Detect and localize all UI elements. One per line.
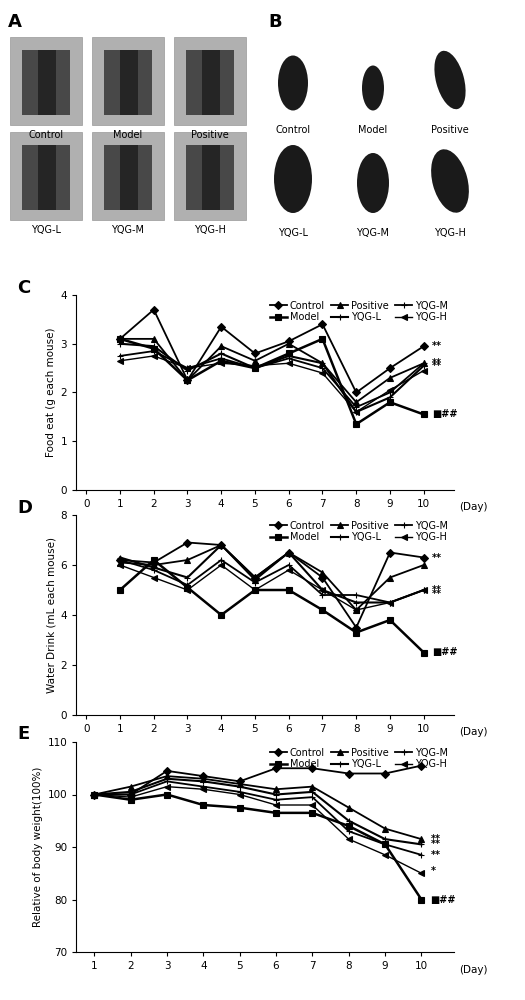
Text: Model: Model [113, 130, 143, 140]
Text: **: ** [432, 589, 442, 599]
Ellipse shape [357, 153, 389, 213]
Text: **: ** [432, 585, 442, 595]
Text: **: ** [432, 552, 442, 562]
Bar [120, 145, 138, 210]
Legend: Control, Model, Positive, YQG-L, YQG-M, YQG-H: Control, Model, Positive, YQG-L, YQG-M, … [268, 300, 449, 323]
Text: YQG-H: YQG-H [194, 225, 226, 235]
Text: (Day): (Day) [459, 502, 488, 512]
Y-axis label: Relative of body weight(100%): Relative of body weight(100%) [33, 767, 43, 927]
Text: **: ** [432, 341, 442, 351]
Bar [104, 145, 152, 210]
Bar [10, 37, 82, 125]
Text: (Day): (Day) [459, 965, 488, 975]
Text: YQG-M: YQG-M [356, 228, 390, 238]
Legend: Control, Model, Positive, YQG-L, YQG-M, YQG-H: Control, Model, Positive, YQG-L, YQG-M, … [268, 520, 449, 543]
Bar [38, 145, 56, 210]
Ellipse shape [362, 66, 384, 110]
Text: ■##: ■## [432, 409, 458, 419]
Text: *: * [430, 866, 436, 876]
Bar [10, 132, 82, 220]
Bar [202, 50, 220, 115]
Text: YQG-M: YQG-M [111, 225, 144, 235]
Ellipse shape [431, 149, 469, 213]
Text: B: B [268, 13, 281, 31]
Bar [202, 145, 220, 210]
Text: ■##: ■## [430, 894, 456, 904]
Text: ■##: ■## [432, 648, 458, 658]
Bar [120, 50, 138, 115]
Text: **: ** [430, 839, 440, 849]
Bar [186, 145, 234, 210]
Y-axis label: Water Drink (mL each mouse): Water Drink (mL each mouse) [46, 537, 56, 693]
Text: **: ** [430, 834, 440, 844]
Text: Model: Model [359, 125, 387, 135]
Ellipse shape [434, 51, 466, 109]
Ellipse shape [278, 55, 308, 110]
Text: A: A [8, 13, 22, 31]
Legend: Control, Model, Positive, YQG-L, YQG-M, YQG-H: Control, Model, Positive, YQG-L, YQG-M, … [268, 747, 449, 770]
Bar [22, 145, 70, 210]
Text: **: ** [430, 850, 440, 860]
Text: YQG-H: YQG-H [434, 228, 466, 238]
Bar [92, 132, 164, 220]
Text: Control: Control [28, 130, 64, 140]
Bar [186, 50, 234, 115]
Text: (Day): (Day) [459, 727, 488, 737]
Text: YQG-L: YQG-L [31, 225, 61, 235]
Text: YQG-L: YQG-L [278, 228, 308, 238]
Bar [38, 50, 56, 115]
Text: C: C [17, 279, 31, 297]
Text: Control: Control [276, 125, 311, 135]
Bar [174, 132, 246, 220]
Bar [174, 37, 246, 125]
Text: D: D [17, 499, 33, 517]
Text: E: E [17, 725, 30, 743]
Bar [22, 50, 70, 115]
Bar [104, 50, 152, 115]
Text: Positive: Positive [191, 130, 229, 140]
Bar [92, 37, 164, 125]
Y-axis label: Food eat (g each mouse): Food eat (g each mouse) [46, 328, 56, 457]
Ellipse shape [274, 145, 312, 213]
Text: **: ** [432, 361, 442, 371]
Text: Positive: Positive [431, 125, 469, 135]
Text: **: ** [432, 358, 442, 368]
